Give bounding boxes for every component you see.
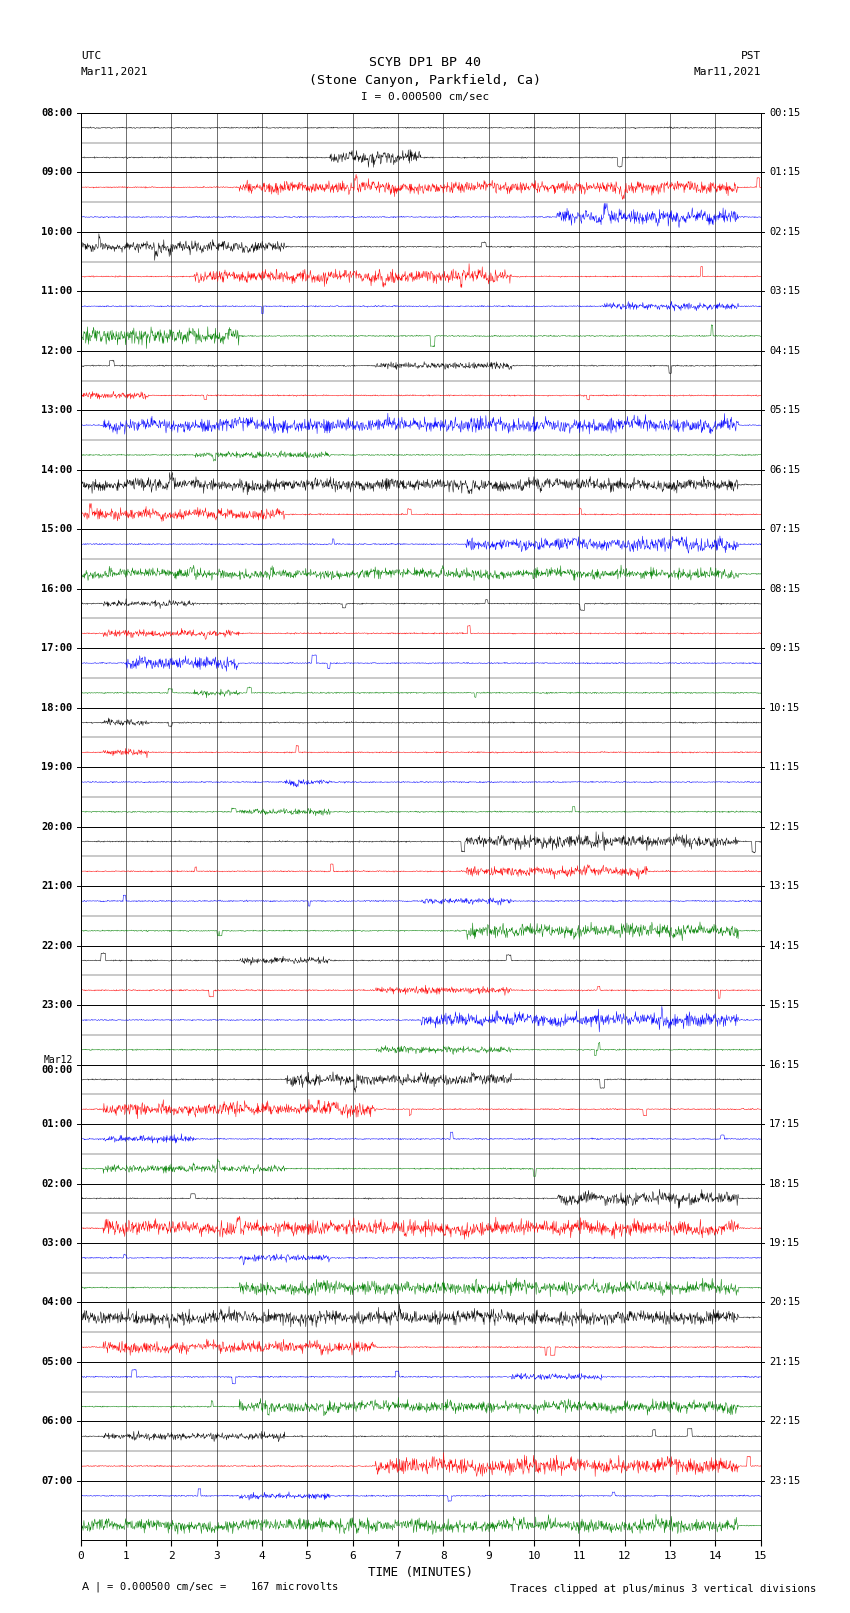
Text: Mar11,2021: Mar11,2021 (694, 68, 761, 77)
Text: 00:00: 00:00 (42, 1065, 72, 1074)
Text: 03:15: 03:15 (769, 287, 800, 297)
Text: 18:00: 18:00 (42, 703, 72, 713)
Text: 16:15: 16:15 (769, 1060, 800, 1069)
Text: Mar11,2021: Mar11,2021 (81, 68, 148, 77)
Text: 04:15: 04:15 (769, 345, 800, 356)
Text: 02:15: 02:15 (769, 227, 800, 237)
Text: 21:15: 21:15 (769, 1357, 800, 1366)
Text: 11:15: 11:15 (769, 763, 800, 773)
Text: 03:00: 03:00 (42, 1239, 72, 1248)
Text: 10:00: 10:00 (42, 227, 72, 237)
Text: 20:15: 20:15 (769, 1297, 800, 1308)
Text: 22:15: 22:15 (769, 1416, 800, 1426)
X-axis label: TIME (MINUTES): TIME (MINUTES) (368, 1566, 473, 1579)
Text: 15:15: 15:15 (769, 1000, 800, 1010)
Text: Traces clipped at plus/minus 3 vertical divisions: Traces clipped at plus/minus 3 vertical … (510, 1584, 816, 1594)
Text: 06:15: 06:15 (769, 465, 800, 474)
Text: 09:00: 09:00 (42, 168, 72, 177)
Text: 19:15: 19:15 (769, 1239, 800, 1248)
Text: UTC: UTC (81, 52, 101, 61)
Text: 04:00: 04:00 (42, 1297, 72, 1308)
Text: 12:00: 12:00 (42, 345, 72, 356)
Text: 19:00: 19:00 (42, 763, 72, 773)
Text: 00:15: 00:15 (769, 108, 800, 118)
Text: 23:00: 23:00 (42, 1000, 72, 1010)
Text: 05:15: 05:15 (769, 405, 800, 415)
Text: 01:00: 01:00 (42, 1119, 72, 1129)
Text: 07:00: 07:00 (42, 1476, 72, 1486)
Text: 18:15: 18:15 (769, 1179, 800, 1189)
Text: 08:00: 08:00 (42, 108, 72, 118)
Text: 09:15: 09:15 (769, 644, 800, 653)
Text: 13:00: 13:00 (42, 405, 72, 415)
Text: 17:15: 17:15 (769, 1119, 800, 1129)
Text: 02:00: 02:00 (42, 1179, 72, 1189)
Text: (Stone Canyon, Parkfield, Ca): (Stone Canyon, Parkfield, Ca) (309, 74, 541, 87)
Text: 08:15: 08:15 (769, 584, 800, 594)
Text: 22:00: 22:00 (42, 940, 72, 950)
Text: 01:15: 01:15 (769, 168, 800, 177)
Text: 05:00: 05:00 (42, 1357, 72, 1366)
Text: SCYB DP1 BP 40: SCYB DP1 BP 40 (369, 55, 481, 69)
Text: $\mathsf{A}$ | = 0.000500 cm/sec =    167 microvolts: $\mathsf{A}$ | = 0.000500 cm/sec = 167 m… (81, 1579, 338, 1594)
Text: 10:15: 10:15 (769, 703, 800, 713)
Text: 20:00: 20:00 (42, 821, 72, 832)
Text: PST: PST (740, 52, 761, 61)
Text: I = 0.000500 cm/sec: I = 0.000500 cm/sec (361, 92, 489, 103)
Text: Mar12: Mar12 (43, 1055, 72, 1065)
Text: 17:00: 17:00 (42, 644, 72, 653)
Text: 07:15: 07:15 (769, 524, 800, 534)
Text: 23:15: 23:15 (769, 1476, 800, 1486)
Text: 11:00: 11:00 (42, 287, 72, 297)
Text: 14:15: 14:15 (769, 940, 800, 950)
Text: 06:00: 06:00 (42, 1416, 72, 1426)
Text: 14:00: 14:00 (42, 465, 72, 474)
Text: 15:00: 15:00 (42, 524, 72, 534)
Text: 16:00: 16:00 (42, 584, 72, 594)
Text: 13:15: 13:15 (769, 881, 800, 890)
Text: 21:00: 21:00 (42, 881, 72, 890)
Text: 12:15: 12:15 (769, 821, 800, 832)
